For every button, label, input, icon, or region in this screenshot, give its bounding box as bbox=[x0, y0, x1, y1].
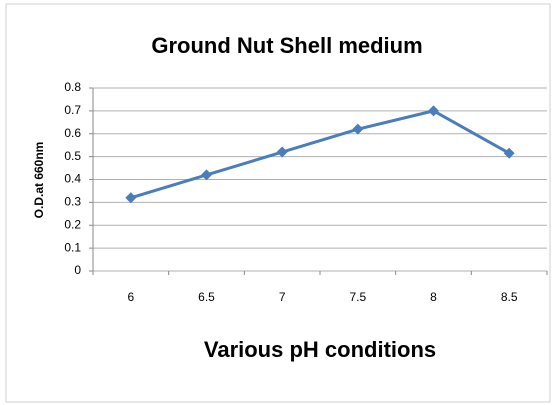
marker bbox=[125, 192, 137, 204]
y-tick-label: 0.2 bbox=[64, 217, 81, 231]
chart-frame bbox=[5, 3, 551, 403]
marker bbox=[276, 146, 288, 158]
y-tick-label: 0.8 bbox=[64, 80, 81, 94]
y-tick-label: 0.4 bbox=[64, 172, 81, 186]
chart-title: Ground Nut Shell medium bbox=[151, 33, 422, 58]
x-tick-label: 6 bbox=[127, 290, 134, 304]
y-tick-label: 0.1 bbox=[64, 240, 81, 254]
marker bbox=[352, 123, 364, 135]
marker bbox=[428, 105, 439, 117]
y-tick-label: 0.6 bbox=[64, 126, 81, 140]
line bbox=[130, 109, 510, 200]
marker bbox=[503, 147, 515, 159]
x-tick-label: 8 bbox=[430, 290, 437, 304]
marker bbox=[201, 169, 212, 181]
y-tick-label: 0.5 bbox=[64, 149, 81, 163]
x-tick-label: 6.5 bbox=[198, 290, 215, 304]
x-tick-label: 7 bbox=[279, 290, 286, 304]
y-tick-label: 0 bbox=[74, 263, 81, 277]
x-tick-label: 8.5 bbox=[501, 290, 518, 304]
y-tick-label: 0.3 bbox=[64, 195, 81, 209]
y-axis-label: O.D.at 660nm bbox=[32, 142, 46, 219]
x-axis-label: Various pH conditions bbox=[204, 337, 436, 362]
x-tick-label: 7.5 bbox=[349, 290, 366, 304]
y-tick-label: 0.7 bbox=[64, 103, 81, 117]
